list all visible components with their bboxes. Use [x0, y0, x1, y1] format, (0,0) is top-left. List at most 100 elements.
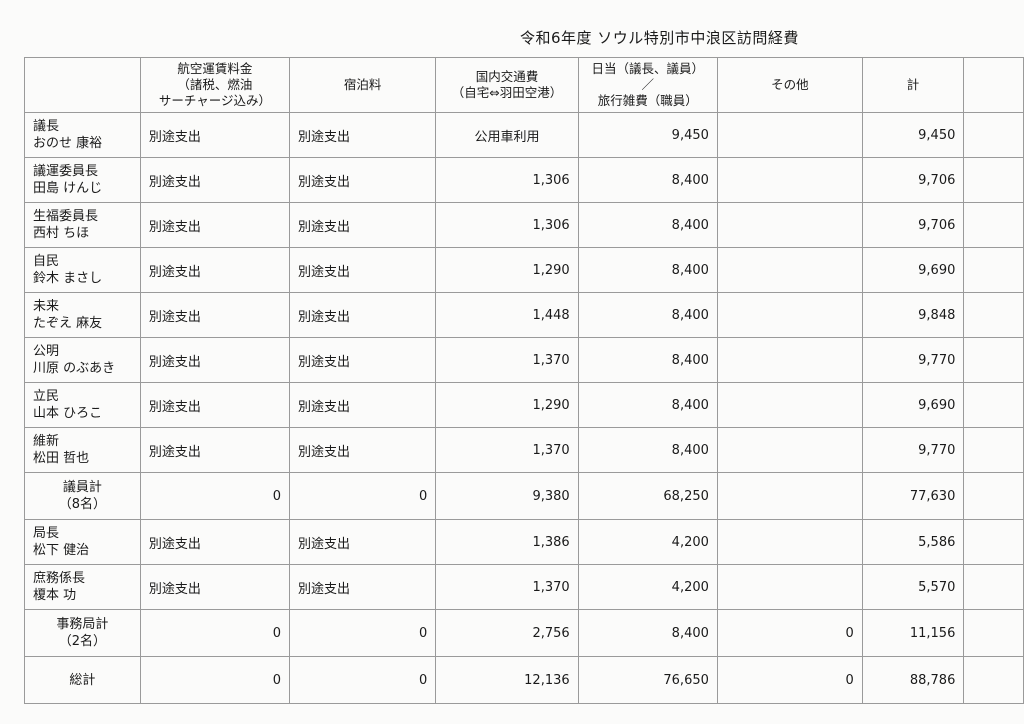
row-role: 事務局計 — [56, 617, 109, 632]
row-label: 事務局計 （2名） — [24, 609, 141, 657]
row-role: 議運委員長 — [33, 164, 99, 179]
table-cell: 1,370 — [435, 427, 579, 473]
table-cell — [716, 519, 863, 565]
column-header — [24, 57, 141, 113]
table-cell: 9,706 — [861, 202, 965, 248]
table-cell: 1,306 — [435, 202, 579, 248]
table-cell: 9,706 — [861, 157, 965, 203]
table-cell — [716, 202, 863, 248]
row-name: 川原 のぶあき — [33, 361, 116, 376]
blank-cell — [963, 519, 1024, 565]
row-role: 生福委員長 — [33, 209, 99, 224]
row-label: 公明 川原 のぶあき — [24, 337, 141, 383]
table-cell: 公用車利用 — [435, 112, 579, 158]
table-cell: 2,756 — [435, 609, 579, 657]
row-label: 議員計 （8名） — [24, 472, 141, 520]
blank-cell — [963, 472, 1024, 520]
table-cell: 8,400 — [577, 292, 718, 338]
table-cell: 8,400 — [577, 609, 718, 657]
row-role: 維新 — [33, 434, 60, 449]
row-role: 庶務係長 — [33, 571, 86, 586]
table-cell: 別途支出 — [139, 564, 291, 610]
table-cell: 8,400 — [577, 157, 718, 203]
table-row: 局長 松下 健治 別途支出 別途支出 1,386 4,200 5,586 — [24, 519, 1024, 565]
table-cell: 別途支出 — [289, 292, 437, 338]
row-role: 議長 — [33, 119, 60, 134]
row-name: 榎本 功 — [33, 588, 77, 603]
blank-cell — [963, 157, 1024, 203]
column-header: その他 — [716, 57, 863, 113]
row-name: 西村 ちほ — [33, 226, 90, 241]
table-cell: 4,200 — [577, 519, 718, 565]
column-header: 計 — [861, 57, 965, 113]
row-label: 議長 おのせ 康裕 — [24, 112, 141, 158]
subtotal-row: 議員計 （8名） 0 0 9,380 68,250 77,630 — [24, 472, 1024, 520]
table-cell — [716, 157, 863, 203]
blank-cell — [963, 292, 1024, 338]
blank-cell — [963, 202, 1024, 248]
column-header: 航空運賃料金 （諸税、燃油 サーチャージ込み） — [139, 57, 291, 113]
table-row: 立民 山本 ひろこ 別途支出 別途支出 1,290 8,400 9,690 — [24, 382, 1024, 428]
blank-cell — [963, 609, 1024, 657]
table-row: 未来 たぞえ 麻友 別途支出 別途支出 1,448 8,400 9,848 — [24, 292, 1024, 338]
column-header — [963, 57, 1024, 113]
subtotal-row: 事務局計 （2名） 0 0 2,756 8,400 0 11,156 — [24, 609, 1024, 657]
table-cell: 1,290 — [435, 382, 579, 428]
table-cell: 別途支出 — [139, 427, 291, 473]
table-cell — [716, 247, 863, 293]
table-cell: 9,770 — [861, 337, 965, 383]
row-label: 総計 — [24, 656, 141, 704]
table-cell: 9,770 — [861, 427, 965, 473]
blank-cell — [963, 337, 1024, 383]
table-cell: 別途支出 — [139, 247, 291, 293]
row-label: 立民 山本 ひろこ — [24, 382, 141, 428]
table-cell: 別途支出 — [139, 202, 291, 248]
table-cell: 76,650 — [577, 656, 718, 704]
table-cell: 5,570 — [861, 564, 965, 610]
table-cell: 1,386 — [435, 519, 579, 565]
table-row: 生福委員長 西村 ちほ 別途支出 別途支出 1,306 8,400 9,706 — [24, 202, 1024, 248]
column-header: 宿泊料 — [289, 57, 437, 113]
table-cell: 別途支出 — [139, 337, 291, 383]
table-cell: 88,786 — [861, 656, 965, 704]
table-cell: 別途支出 — [139, 112, 291, 158]
table-cell — [716, 427, 863, 473]
table-cell: 別途支出 — [139, 382, 291, 428]
blank-cell — [963, 564, 1024, 610]
row-label: 維新 松田 哲也 — [24, 427, 141, 473]
table-cell: 1,290 — [435, 247, 579, 293]
row-name: 山本 ひろこ — [33, 406, 103, 421]
table-cell: 77,630 — [861, 472, 965, 520]
expense-table: 航空運賃料金 （諸税、燃油 サーチャージ込み） 宿泊料 国内交通費 （自宅⇔羽田空港） 日当… — [24, 57, 1024, 704]
blank-cell — [963, 112, 1024, 158]
table-cell: 8,400 — [577, 382, 718, 428]
table-cell: 12,136 — [435, 656, 579, 704]
table-cell — [716, 337, 863, 383]
table-cell: 4,200 — [577, 564, 718, 610]
table-cell: 0 — [716, 609, 863, 657]
table-cell: 1,370 — [435, 564, 579, 610]
row-name: 松田 哲也 — [33, 451, 90, 466]
table-cell: 別途支出 — [289, 382, 437, 428]
table-cell — [716, 472, 863, 520]
table-cell: 別途支出 — [289, 157, 437, 203]
table-cell: 9,690 — [861, 382, 965, 428]
table-cell: 68,250 — [577, 472, 718, 520]
row-label: 局長 松下 健治 — [24, 519, 141, 565]
row-role: 自民 — [33, 254, 60, 269]
table-cell: 0 — [289, 472, 437, 520]
header-row: 航空運賃料金 （諸税、燃油 サーチャージ込み） 宿泊料 国内交通費 （自宅⇔羽田空港） 日当… — [24, 57, 1024, 113]
row-label: 議運委員長 田島 けんじ — [24, 157, 141, 203]
table-row: 自民 鈴木 まさし 別途支出 別途支出 1,290 8,400 9,690 — [24, 247, 1024, 293]
row-role: 立民 — [33, 389, 60, 404]
table-cell: 0 — [139, 656, 291, 704]
table-cell — [716, 292, 863, 338]
row-name: おのせ 康裕 — [33, 136, 103, 151]
row-name: 鈴木 まさし — [33, 271, 103, 286]
table-cell: 9,848 — [861, 292, 965, 338]
table-row: 議運委員長 田島 けんじ 別途支出 別途支出 1,306 8,400 9,706 — [24, 157, 1024, 203]
table-cell: 0 — [139, 609, 291, 657]
row-role: 未来 — [33, 299, 60, 314]
table-cell — [716, 112, 863, 158]
row-label: 生福委員長西村 ちほ — [24, 202, 141, 248]
